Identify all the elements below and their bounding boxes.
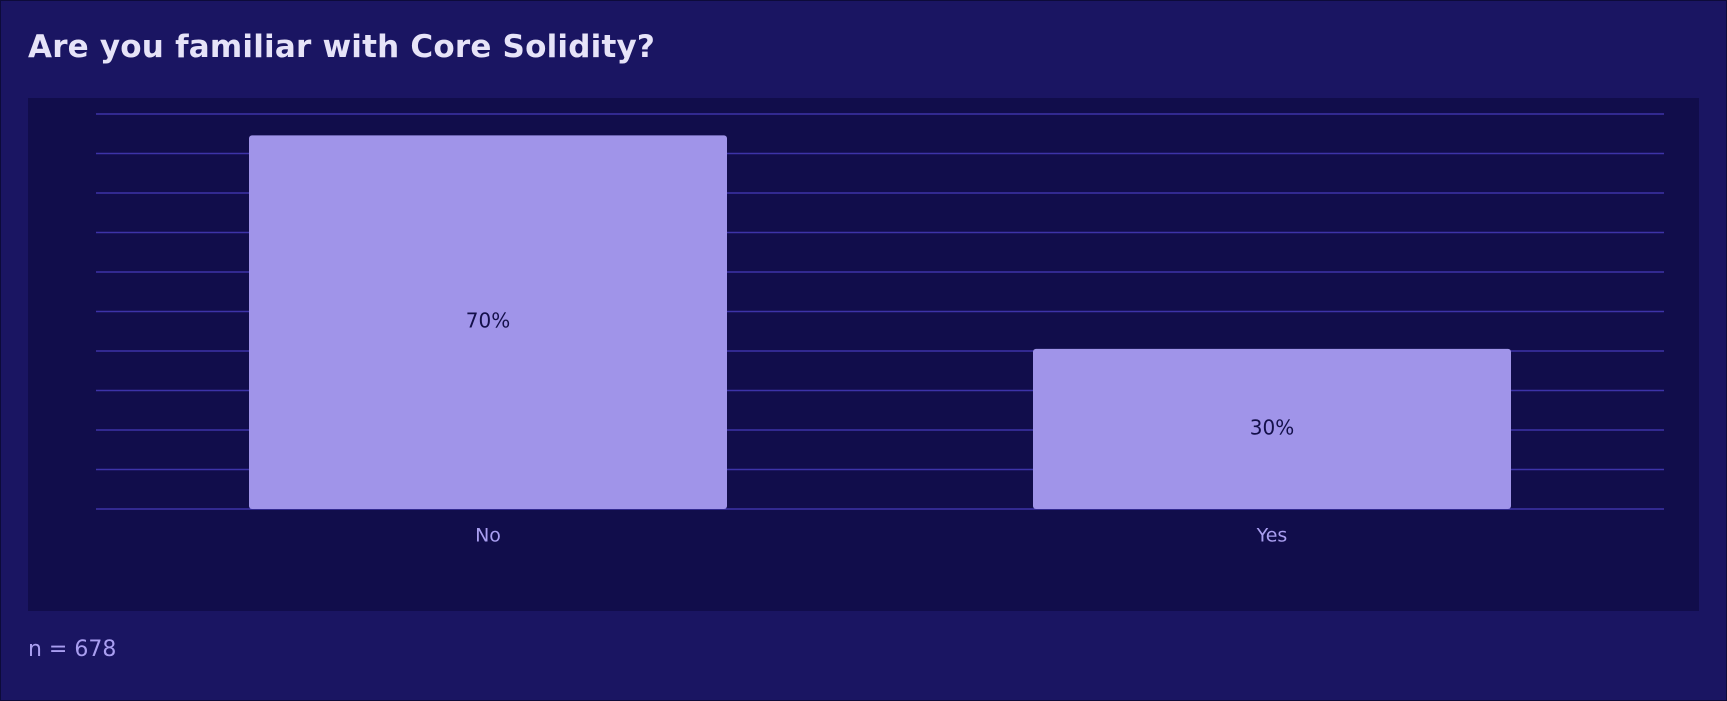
value-label-no: 70% bbox=[466, 309, 510, 333]
sample-size-note: n = 678 bbox=[28, 637, 117, 662]
plot-area: 70% No 30% Yes bbox=[28, 98, 1699, 611]
bar-chart: 70% No 30% Yes bbox=[96, 113, 1664, 547]
tick-label-yes: Yes bbox=[1256, 525, 1288, 547]
tick-label-no: No bbox=[475, 525, 501, 547]
bar-no bbox=[249, 135, 727, 509]
bar-yes bbox=[1033, 348, 1511, 509]
chart-title: Are you familiar with Core Solidity? bbox=[28, 29, 656, 65]
value-label-yes: 30% bbox=[1250, 415, 1294, 439]
